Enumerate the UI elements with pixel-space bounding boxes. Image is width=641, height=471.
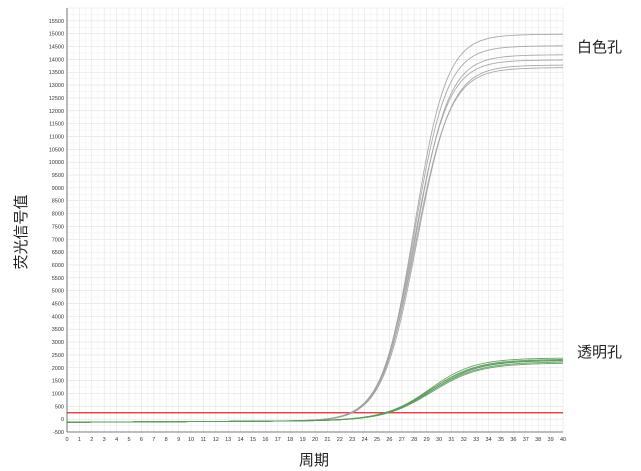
x-tick-label: 23	[349, 437, 355, 443]
x-tick-label: 10	[188, 437, 194, 443]
axes	[66, 8, 563, 433]
y-tick-label: 4000	[52, 314, 64, 320]
y-tick-label: 7000	[52, 237, 64, 243]
x-tick-label: 33	[473, 437, 479, 443]
y-tick-label: 2500	[52, 353, 64, 359]
y-tick-label: 9500	[52, 173, 64, 179]
y-tick-label: 14000	[49, 57, 64, 63]
x-tick-label: 17	[275, 437, 281, 443]
x-tick-label: 3	[103, 437, 106, 443]
y-tick-label: 11500	[49, 122, 64, 128]
y-tick-label: 6000	[52, 263, 64, 269]
x-tick-label: 22	[337, 437, 343, 443]
x-tick-label: 11	[201, 437, 207, 443]
curves-layer	[66, 33, 564, 423]
y-tick-label: 2000	[52, 366, 64, 372]
x-tick-label: 21	[324, 437, 330, 443]
x-tick-label: 36	[510, 437, 516, 443]
x-tick-label: 19	[300, 437, 306, 443]
x-tick-label: 31	[448, 437, 454, 443]
x-tick-label: 20	[312, 437, 318, 443]
x-tick-label: 15	[250, 437, 256, 443]
x-tick-label: 28	[411, 437, 417, 443]
x-tick-label: 8	[165, 437, 168, 443]
y-tick-labels: -500 0 500 1000 1500 2000 2500 3000 3500 4000 4500…	[49, 19, 64, 436]
x-tick-label: 24	[362, 437, 368, 443]
y-tick-label: 15000	[49, 32, 64, 38]
y-tick-label: 5500	[52, 276, 64, 282]
amplification-curve	[66, 362, 564, 423]
x-tick-label: 0	[65, 437, 68, 443]
y-tick-label: 3000	[52, 340, 64, 346]
x-tick-label: 18	[287, 437, 293, 443]
series-group-clear_wells	[66, 357, 564, 423]
x-tick-label: 13	[225, 437, 231, 443]
x-axis-title: 周期	[299, 451, 329, 469]
x-tick-label: 9	[177, 437, 180, 443]
y-tick-label: 4500	[52, 302, 64, 308]
y-tick-label: 11000	[49, 134, 64, 140]
y-tick-label: 13000	[49, 83, 64, 89]
y-tick-label: 5000	[52, 289, 64, 295]
x-tick-labels: 0 1 2 3 4 5 6 7 8 9 10 11 12 13 14 15 16 17 18 19 20 21 22 23 24…	[65, 437, 566, 443]
x-tick-label: 12	[213, 437, 219, 443]
y-axis-title: 荧光信号值	[12, 194, 30, 269]
x-tick-label: 2	[90, 437, 93, 443]
x-tick-label: 26	[386, 437, 392, 443]
y-tick-label: -500	[53, 430, 64, 436]
y-tick-label: 12000	[49, 109, 64, 115]
x-tick-label: 7	[152, 437, 155, 443]
y-tick-label: 3500	[52, 327, 64, 333]
x-tick-label: 16	[262, 437, 268, 443]
x-tick-label: 35	[498, 437, 504, 443]
y-tick-label: 500	[55, 404, 64, 410]
y-tick-label: 14500	[49, 45, 64, 51]
y-tick-label: 6500	[52, 250, 64, 256]
x-tick-label: 5	[127, 437, 130, 443]
x-tick-label: 25	[374, 437, 380, 443]
y-tick-label: 10500	[49, 147, 64, 153]
x-tick-label: 27	[399, 437, 405, 443]
annotation-white-wells: 白色孔	[577, 38, 622, 56]
y-tick-label: 9000	[52, 186, 64, 192]
x-tick-label: 39	[548, 437, 554, 443]
y-tick-label: 1000	[52, 391, 64, 397]
x-tick-label: 6	[140, 437, 143, 443]
y-tick-label: 12500	[49, 96, 64, 102]
x-tick-label: 14	[238, 437, 244, 443]
x-tick-label: 30	[436, 437, 442, 443]
x-tick-label: 34	[486, 437, 492, 443]
y-tick-label: 15500	[49, 19, 64, 25]
x-tick-label: 32	[461, 437, 467, 443]
y-tick-label: 0	[61, 417, 64, 423]
x-tick-label: 29	[424, 437, 430, 443]
x-tick-label: 40	[560, 437, 566, 443]
x-tick-label: 38	[535, 437, 541, 443]
y-tick-label: 8500	[52, 199, 64, 205]
x-tick-label: 4	[115, 437, 118, 443]
y-tick-label: 8000	[52, 212, 64, 218]
x-tick-label: 1	[78, 437, 81, 443]
y-tick-label: 13500	[49, 70, 64, 76]
annotation-clear-wells: 透明孔	[577, 343, 622, 361]
y-tick-label: 10000	[49, 160, 64, 166]
x-tick-label: 37	[523, 437, 529, 443]
y-tick-label: 1500	[52, 379, 64, 385]
y-tick-label: 7500	[52, 224, 64, 230]
